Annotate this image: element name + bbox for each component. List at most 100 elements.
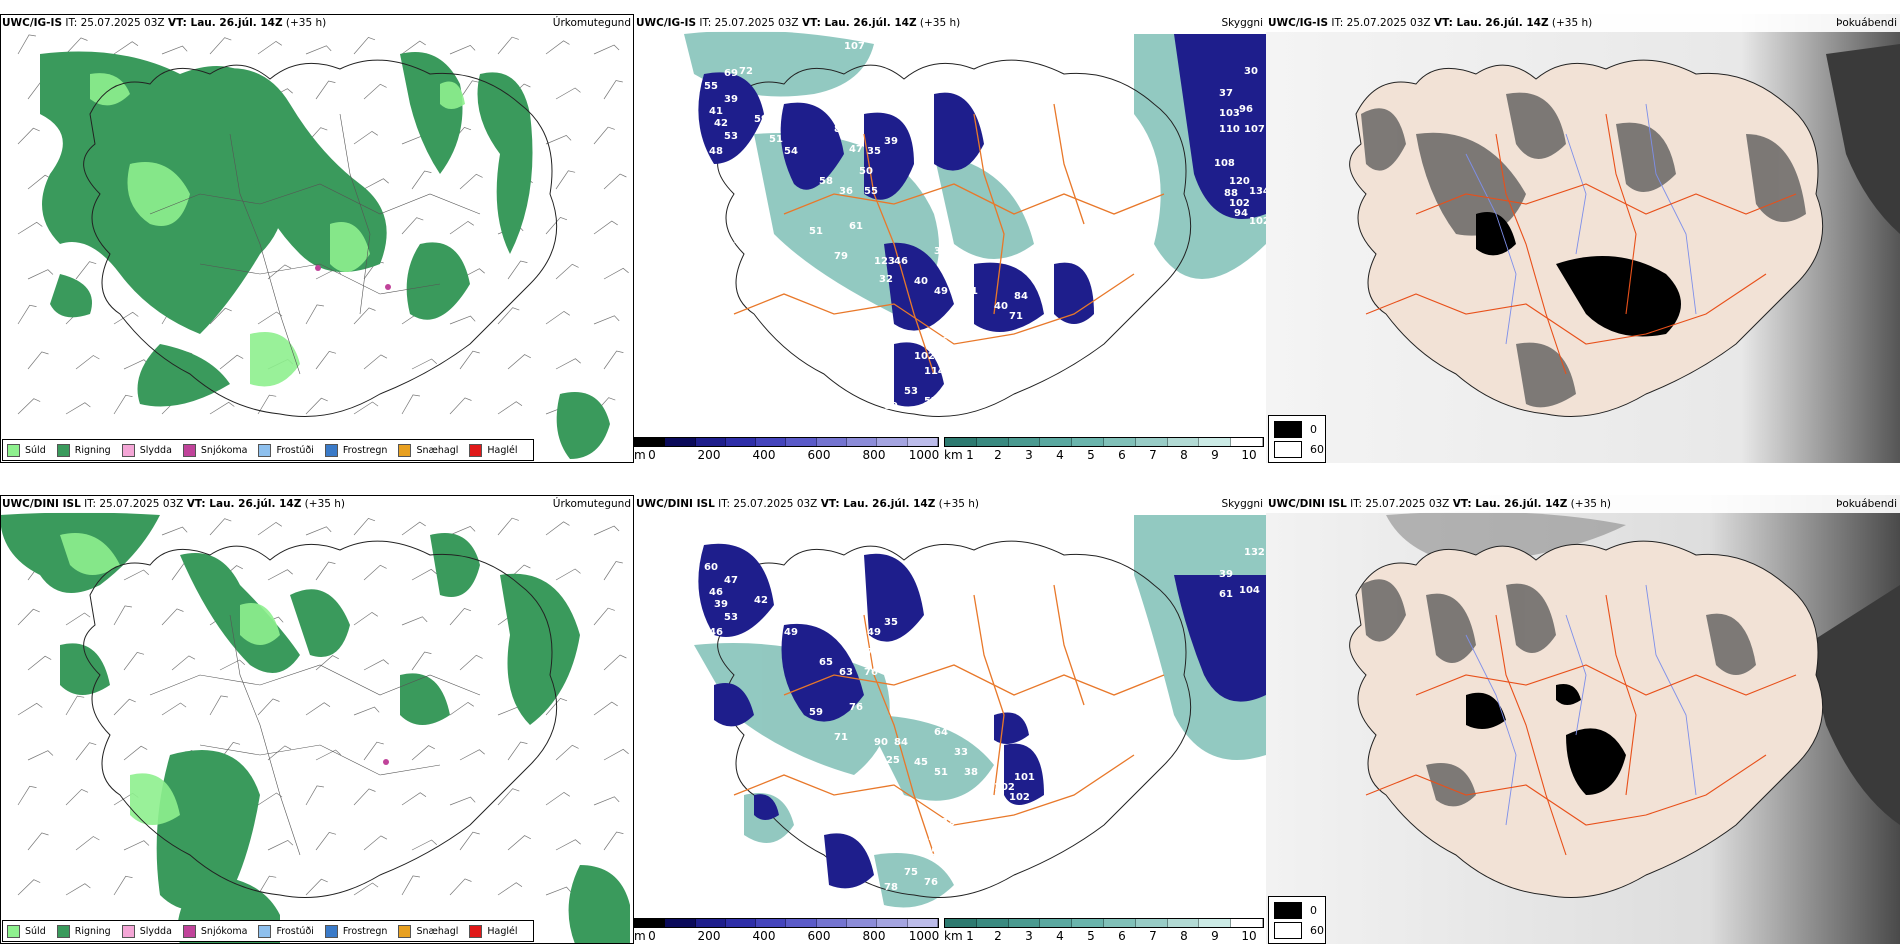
wind-barb <box>123 569 150 581</box>
wind-barb <box>113 698 136 716</box>
legend-item: Súld <box>7 924 46 938</box>
scale-tick: 2 <box>994 929 1002 943</box>
wind-barb <box>593 796 620 806</box>
cloud-height-label: 103 <box>1219 108 1240 119</box>
roads <box>149 113 481 375</box>
cloud-height-label: 12 <box>1089 181 1103 192</box>
lead-time: (+35 h) <box>285 17 327 29</box>
cloud-height-label: 84 <box>894 737 908 748</box>
wind-barb <box>305 785 324 806</box>
visibility-scale-bar <box>944 437 1264 447</box>
cloud-height-label: 49 <box>934 286 948 297</box>
iceland-outline <box>83 540 558 898</box>
cloud-height-label: 39 <box>1219 569 1233 580</box>
wind-barb <box>353 130 378 145</box>
cloud-height-label: 53 <box>724 612 738 623</box>
wind-barb <box>305 702 331 716</box>
height-scale: m 0 200 400 600 800 1000 <box>634 918 939 943</box>
iceland-outline <box>717 540 1192 898</box>
cloud-height-label: 114 <box>924 366 945 377</box>
wind-barb <box>257 521 282 536</box>
cloud-visibility-panel-bottom: UWC/DINI ISL IT: 25.07.2025 03Z VT: Lau.… <box>634 495 1266 944</box>
wind-barb <box>305 526 332 536</box>
valid-time: VT: Lau. 26.júl. 14Z <box>801 17 917 29</box>
wind-barb <box>17 34 36 55</box>
wind-barb <box>123 745 148 761</box>
cloud-height-label: 63 <box>839 667 853 678</box>
cloud-visibility-panel-top: UWC/IG-IS IT: 25.07.2025 03Z VT: Lau. 26… <box>634 14 1266 463</box>
wind-barb <box>161 608 184 626</box>
wind-barb <box>545 134 572 145</box>
precip-type-panel-bottom: UWC/DINI ISL IT: 25.07.2025 03Z VT: Lau.… <box>0 495 634 944</box>
cloud-height-label: 76 <box>924 877 938 888</box>
visibility-scale-bar <box>944 918 1264 928</box>
fog-key-low: 60 <box>1310 924 1324 937</box>
wind-barb <box>363 741 384 761</box>
wind-barb <box>353 401 379 415</box>
wind-barb <box>507 741 528 761</box>
model-name: UWC/DINI ISL <box>1268 498 1347 510</box>
scale-tick: 400 <box>752 929 776 943</box>
cloud-height-label: 120 <box>1229 176 1250 187</box>
cloud-height-label: 125 <box>879 755 900 766</box>
cloud-height-label: 110 <box>1219 124 1240 135</box>
wind-barb <box>449 397 472 415</box>
snow-spots <box>383 759 389 765</box>
precip-type-panel-top: UWC/IG-IS IT: 25.07.2025 03Z VT: Lau. 26… <box>0 14 634 463</box>
cloud-height-label: 65 <box>819 657 833 668</box>
legend-label: Slydda <box>139 444 172 456</box>
legend-item: Frostregn <box>324 924 387 938</box>
wind-barb <box>459 350 480 370</box>
height-scale-bar <box>634 437 939 447</box>
wind-barb <box>497 882 523 896</box>
legend-swatch <box>121 924 135 938</box>
panel-title: Skyggni <box>1221 17 1264 29</box>
wind-barb <box>353 36 376 55</box>
wind-barb <box>305 397 328 415</box>
precip-type-legend: Súld Rigning Slydda Snjókoma Frostúði Fr… <box>2 439 534 461</box>
wind-barb <box>411 745 435 761</box>
scale-tick: 800 <box>862 929 886 943</box>
height-scale: m 0 200 400 600 800 1000 <box>634 437 939 462</box>
wind-barb <box>459 80 480 100</box>
wind-barb <box>257 394 277 415</box>
wind-barb <box>17 398 41 415</box>
cloud-height-label: 71 <box>834 732 848 743</box>
wind-barb <box>257 40 282 55</box>
wind-barb <box>75 355 100 370</box>
init-time: IT: 25.07.2025 03Z <box>699 17 799 29</box>
wind-barb <box>449 701 474 716</box>
wind-barb <box>363 659 389 671</box>
legend-swatch <box>182 443 196 457</box>
wind-barb <box>123 651 145 671</box>
roads <box>733 584 1165 856</box>
cloud-height-label: 60 <box>1119 116 1133 127</box>
valid-time: VT: Lau. 26.júl. 14Z <box>167 17 283 29</box>
cloud-height-label: 94 <box>1234 208 1248 219</box>
cloud-height-label: 54 <box>784 146 798 157</box>
wind-barb <box>507 835 531 851</box>
wind-barb <box>449 796 476 806</box>
lead-time: (+35 h) <box>1570 498 1612 510</box>
cloud-height-label: 76 <box>849 702 863 713</box>
cloud-height-label: 102 <box>1229 198 1250 209</box>
cloud-height-label: 104 <box>1239 585 1260 596</box>
wind-barb <box>161 45 188 55</box>
wind-barb <box>75 836 100 851</box>
scale-tick: 10 <box>1241 929 1257 943</box>
wind-barb <box>593 525 620 536</box>
cloud-height-label: 102 <box>914 351 935 362</box>
cloud-height-label: 49 <box>784 627 798 638</box>
fog-key-high: 0 <box>1310 904 1317 917</box>
height-scale-bar <box>634 918 939 928</box>
wind-barb <box>401 394 420 415</box>
lead-time: (+35 h) <box>1551 17 1593 29</box>
wind-barb <box>315 749 342 761</box>
scale-tick: 5 <box>1087 448 1095 462</box>
cloud-height-label: 84 <box>1014 291 1028 302</box>
wind-barb <box>603 173 627 190</box>
model-name: UWC/IG-IS <box>2 17 63 29</box>
wind-barb <box>603 561 623 581</box>
